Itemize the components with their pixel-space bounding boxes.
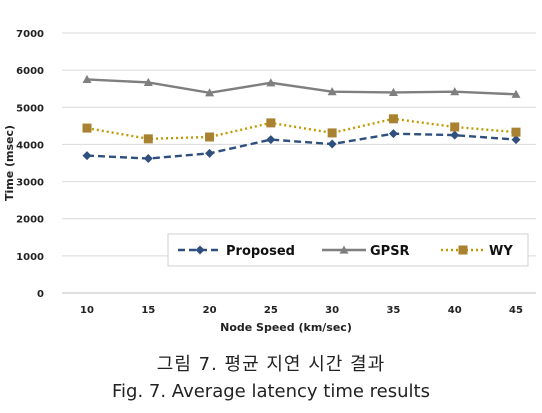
series-line [86,132,517,160]
y-tick-label: 7000 [16,29,44,40]
legend-marker [195,245,205,255]
x-axis-title: Node Speed (km/sec) [220,321,352,334]
series-gpsr [82,74,521,98]
y-tick-label: 4000 [16,140,44,151]
data-point [327,87,337,96]
data-point [511,135,521,145]
legend-label: WY [489,244,513,259]
data-point [450,87,460,96]
x-tick-label: 35 [386,305,400,316]
y-tick-label: 0 [37,289,44,300]
gridlines [62,32,536,294]
data-point [388,87,398,97]
data-point [82,74,92,84]
data-point [143,154,153,164]
legend-label: GPSR [370,244,410,259]
figure-caption-korean: 그림 7. 평균 지연 시간 결과 [156,354,386,375]
data-point [143,77,153,86]
data-point [143,134,153,144]
figure-caption-english: Fig. 7. Average latency time results [112,381,430,402]
data-point [511,127,521,137]
data-point [205,132,215,142]
data-point [266,118,276,128]
data-point [266,135,276,145]
data-point [82,123,92,133]
data-point [388,114,398,124]
series-wy [82,114,521,144]
data-point [82,151,92,161]
legend-marker [458,245,468,255]
x-tick-label: 20 [203,305,217,316]
legend-item-wy: WY [441,244,513,259]
series-line [86,78,517,96]
data-point [511,89,521,98]
legend-label: Proposed [226,244,295,259]
data-point [450,122,460,132]
x-tick-label: 25 [264,305,278,316]
data-point [388,129,398,139]
line-chart: 0 1000 2000 3000 4000 5000 6000 7000 10 15 20 25 30… [3,29,536,334]
series-proposed [82,129,521,164]
y-tick-label: 5000 [16,103,44,114]
data-point [266,78,276,87]
x-axis-ticks: 10 15 20 25 30 35 40 45 [80,305,523,316]
y-axis-ticks: 0 1000 2000 3000 4000 5000 6000 7000 [16,29,44,300]
x-tick-label: 30 [325,305,339,316]
legend-item-proposed: Proposed [178,244,295,259]
y-tick-label: 2000 [16,215,44,226]
x-tick-label: 15 [141,305,155,316]
legend-marker [339,245,349,254]
y-tick-label: 1000 [16,252,44,263]
x-tick-label: 45 [509,305,523,316]
legend: Proposed GPSR WY [167,233,529,267]
y-tick-label: 6000 [16,66,44,77]
data-point [205,148,215,158]
series-lines [82,74,521,164]
data-point [450,130,460,140]
data-point [205,88,215,97]
data-point [327,128,337,138]
legend-item-gpsr: GPSR [322,244,410,259]
x-tick-label: 10 [80,305,94,316]
y-tick-label: 3000 [16,178,44,189]
x-tick-label: 40 [448,305,462,316]
data-point [327,139,337,149]
y-axis-title: Time (msec) [3,125,16,201]
